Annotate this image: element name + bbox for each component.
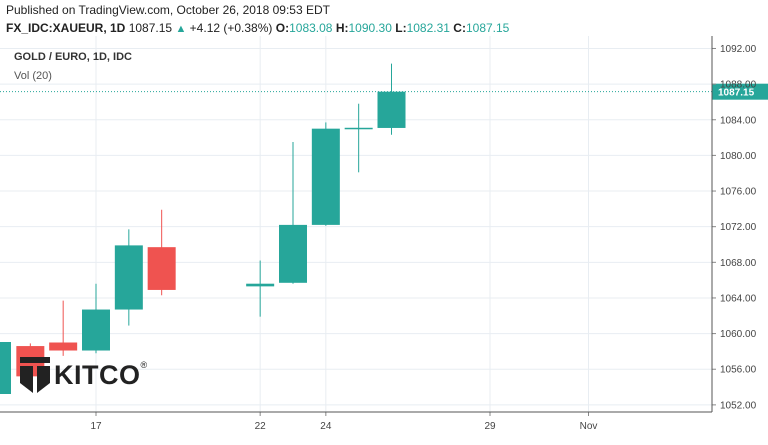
chart-area[interactable]: 1087.15 1052.00 1056.00 1060.00 1064.00 1068… xyxy=(0,36,768,445)
registered-mark: ® xyxy=(140,360,148,370)
legend-title: GOLD / EURO, 1D, IDC xyxy=(14,51,132,63)
y-tick-label: 1076.00 xyxy=(720,187,757,198)
x-tick-label: 22 xyxy=(255,421,267,432)
symbol-label: FX_IDC:XAUEUR, 1D xyxy=(6,21,126,35)
last-price-tag xyxy=(712,83,768,100)
low-value: 1082.31 xyxy=(406,21,450,35)
published-caption: Published on TradingView.com, October 26… xyxy=(6,3,330,17)
y-tick-label: 1056.00 xyxy=(720,365,757,376)
y-tick-label: 1068.00 xyxy=(720,258,757,269)
x-tick-label: 29 xyxy=(484,421,496,432)
y-tick-label: 1088.00 xyxy=(720,80,757,91)
high-label: H: xyxy=(335,21,349,35)
candle xyxy=(279,142,307,284)
candle xyxy=(114,229,143,326)
high-value: 1090.30 xyxy=(348,21,392,35)
open-label: O: xyxy=(275,21,290,35)
y-tick-label: 1052.00 xyxy=(720,400,757,411)
last-price: 1087.15 xyxy=(128,21,173,35)
quote-line: FX_IDC:XAUEUR, 1D 1087.15 ▲ +4.12 (+0.38… xyxy=(6,21,509,35)
price-axis[interactable]: 1052.00 1056.00 1060.00 1064.00 1068.00 1072.… xyxy=(711,36,757,412)
candle-body xyxy=(311,128,340,225)
y-tick-label: 1092.00 xyxy=(720,44,757,55)
candle xyxy=(82,283,110,354)
candle-body xyxy=(377,91,406,128)
last-price-line: 1087.15 xyxy=(0,83,768,100)
last-price-tag-label: 1087.15 xyxy=(718,88,755,99)
y-tick-label: 1084.00 xyxy=(720,115,757,126)
candle-body xyxy=(82,309,110,351)
x-tick-label: Nov xyxy=(580,421,598,432)
x-tick-label: 17 xyxy=(90,421,102,432)
low-label: L: xyxy=(395,21,407,35)
candles-layer xyxy=(16,63,406,379)
candle xyxy=(147,209,176,296)
candle-body xyxy=(344,127,373,130)
up-arrow-icon: ▲ xyxy=(175,23,187,35)
y-tick-label: 1080.00 xyxy=(720,151,757,162)
time-axis[interactable]: 17 22 24 29 Nov xyxy=(0,411,712,432)
legend-volume: Vol (20) xyxy=(14,70,52,82)
kitco-emblem-icon xyxy=(20,357,50,393)
close-label: C: xyxy=(453,21,466,35)
candle xyxy=(344,103,373,173)
candle xyxy=(377,63,406,135)
price-change: +4.12 (+0.38%) xyxy=(189,21,273,35)
candle-body xyxy=(279,224,307,283)
y-tick-label: 1064.00 xyxy=(720,293,757,304)
kitco-wordmark: KITCO xyxy=(54,359,141,390)
y-tick-label: 1072.00 xyxy=(720,222,757,233)
candle-body xyxy=(114,245,143,310)
candle xyxy=(49,300,78,356)
close-value: 1087.15 xyxy=(465,21,510,35)
candle xyxy=(246,260,275,317)
open-value: 1083.08 xyxy=(289,21,333,35)
candle xyxy=(311,122,340,226)
candle-body xyxy=(49,342,78,351)
candle-body xyxy=(246,283,275,287)
candlestick-chart[interactable]: 1087.15 1052.00 1056.00 1060.00 1064.00 1068… xyxy=(0,36,768,445)
partial-candle-edge xyxy=(0,342,11,394)
candle-body xyxy=(147,247,176,290)
y-tick-label: 1060.00 xyxy=(720,329,757,340)
kitco-logo: KITCO ® xyxy=(20,355,147,395)
x-tick-label: 24 xyxy=(320,421,332,432)
